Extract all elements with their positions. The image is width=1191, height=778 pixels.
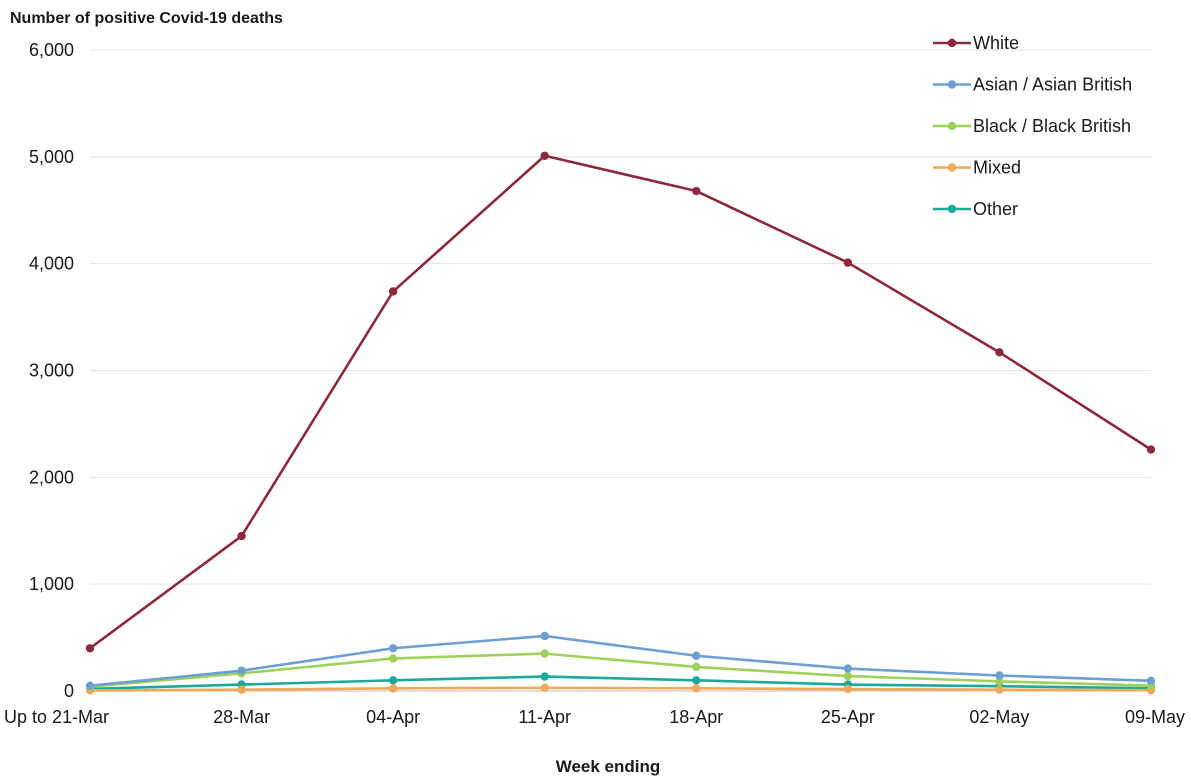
data-point [1146,445,1156,454]
chart-title: Number of positive Covid-19 deaths [10,10,283,27]
data-point [692,186,701,196]
legend-item: Asian / Asian British [933,75,1132,95]
series-line [88,675,1153,691]
data-point [692,676,701,685]
series-line [88,652,1153,689]
data-point [85,681,95,690]
data-point [995,671,1004,680]
series-line [88,154,1153,650]
y-tick-label: 3,000 [29,361,74,381]
data-point [692,662,701,672]
x-tick-label: 04-Apr [366,707,420,727]
data-point [237,685,246,694]
series-0 [85,151,1156,653]
data-series [85,151,1156,695]
series-1 [85,631,1156,690]
data-point [237,531,246,541]
legend-label: White [973,33,1019,53]
data-point [540,649,549,658]
data-point [995,685,1004,694]
x-tick-label: 28-Mar [213,707,270,727]
legend-swatch-marker [947,204,957,214]
legend-swatch-marker [947,38,957,48]
data-point [388,287,398,296]
x-tick-label: 18-Apr [669,707,723,727]
data-point [995,348,1004,357]
legend-swatch-marker [947,163,957,172]
legend-label: Other [973,199,1018,219]
series-line [88,686,1153,692]
legend-item: Black / Black British [933,116,1131,136]
x-tick-label: 09-May [1125,707,1185,727]
y-tick-label: 0 [64,681,74,701]
x-tick-label: Up to 21-Mar [4,707,109,727]
legend-label: Mixed [973,158,1021,178]
y-tick-label: 4,000 [29,254,74,274]
legend-label: Black / Black British [973,116,1131,136]
data-point [540,683,549,692]
legend-label: Asian / Asian British [973,75,1132,95]
data-point [540,631,549,641]
data-point [843,664,853,673]
data-point [843,684,853,694]
series-line [88,634,1153,687]
data-point [843,671,853,681]
data-point [692,684,701,693]
legend-swatch-marker [947,121,957,131]
legend: White Asian / Asian British Black / Black … [933,33,1132,219]
data-point [995,677,1004,686]
data-point [237,666,246,675]
data-point [388,684,398,693]
x-tick-label: 11-Apr [518,707,571,727]
legend-item: White [933,33,1019,53]
x-axis-title: Week ending [556,757,661,776]
data-point [388,654,398,663]
gridlines [90,49,1151,692]
legend-item: Other [933,199,1018,219]
data-point [388,644,398,653]
y-tick-label: 6,000 [29,40,74,60]
x-tick-label: 25-Apr [821,707,875,727]
data-point [692,651,701,660]
y-tick-label: 1,000 [29,574,74,594]
data-point [1146,676,1156,686]
x-axis-tick-labels: Up to 21-Mar 28-Mar 04-Apr 11-Apr 18-Apr 25-A… [4,707,1185,727]
legend-item: Mixed [933,158,1021,178]
data-point [85,644,95,653]
legend-swatch-marker [947,80,957,89]
y-tick-label: 2,000 [29,467,74,487]
data-point [540,672,549,681]
data-point [843,258,853,267]
y-axis-tick-labels: 0 1,000 2,000 3,000 4,000 5,000 6,000 [29,40,74,701]
x-tick-label: 02-May [969,707,1029,727]
y-tick-label: 5,000 [29,147,74,167]
data-point [388,676,398,685]
data-point [540,151,549,160]
